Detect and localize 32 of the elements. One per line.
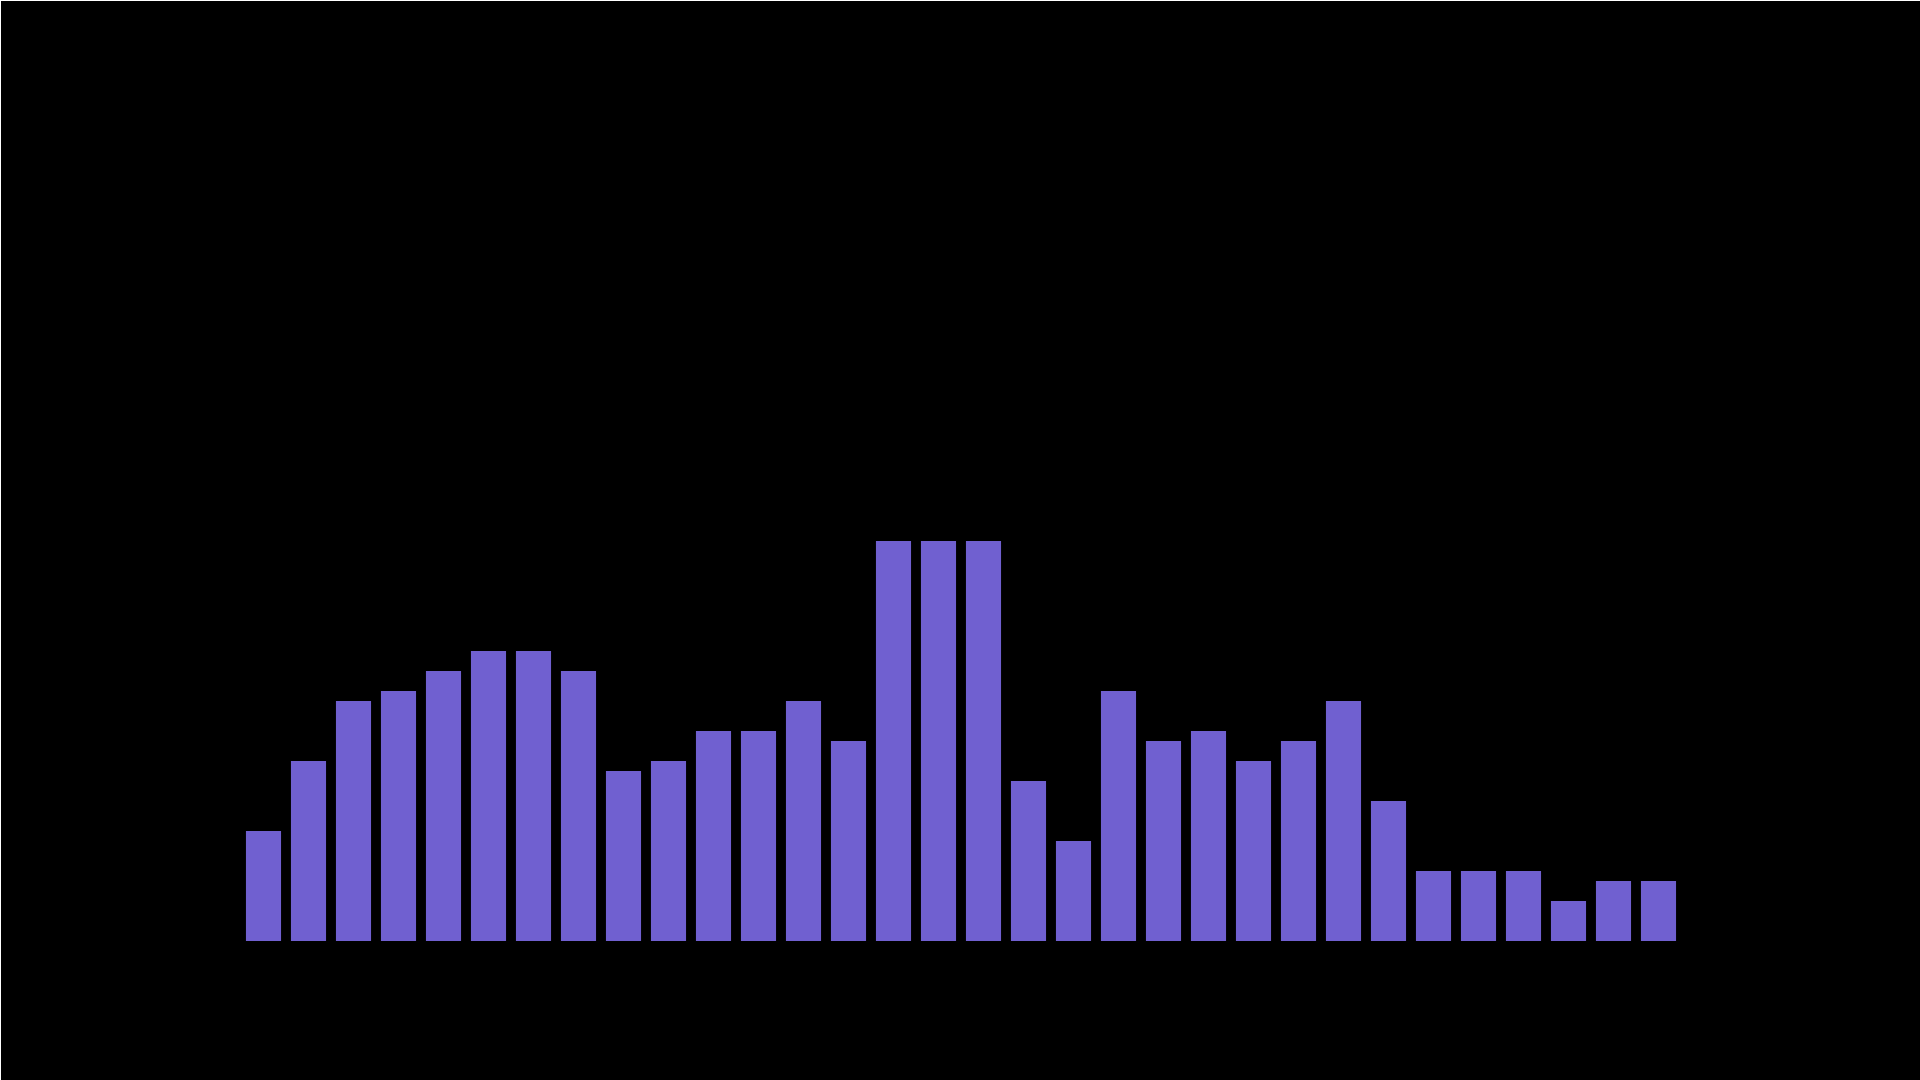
bar (335, 701, 372, 941)
bar (1235, 761, 1272, 941)
bar (740, 731, 777, 941)
bar (830, 741, 867, 941)
bar (1100, 691, 1137, 941)
bar (290, 761, 327, 941)
bar (785, 701, 822, 941)
bar (425, 671, 462, 941)
bar (1550, 901, 1587, 941)
bar (1415, 871, 1452, 941)
bar (650, 761, 687, 941)
bar (1595, 881, 1632, 941)
bar (380, 691, 417, 941)
bar (875, 541, 912, 941)
bar (1055, 841, 1092, 941)
bar (515, 651, 552, 941)
bar (1325, 701, 1362, 941)
bar (920, 541, 957, 941)
bar (1010, 781, 1047, 941)
bar (605, 771, 642, 941)
bar (965, 541, 1002, 941)
bar (470, 651, 507, 941)
bar (1145, 741, 1182, 941)
bar (1370, 801, 1407, 941)
bar (560, 671, 597, 941)
bar (1460, 871, 1497, 941)
bar (1190, 731, 1227, 941)
bar (695, 731, 732, 941)
bar (1280, 741, 1317, 941)
bar (245, 831, 282, 941)
bar (1640, 881, 1677, 941)
bar (1505, 871, 1542, 941)
